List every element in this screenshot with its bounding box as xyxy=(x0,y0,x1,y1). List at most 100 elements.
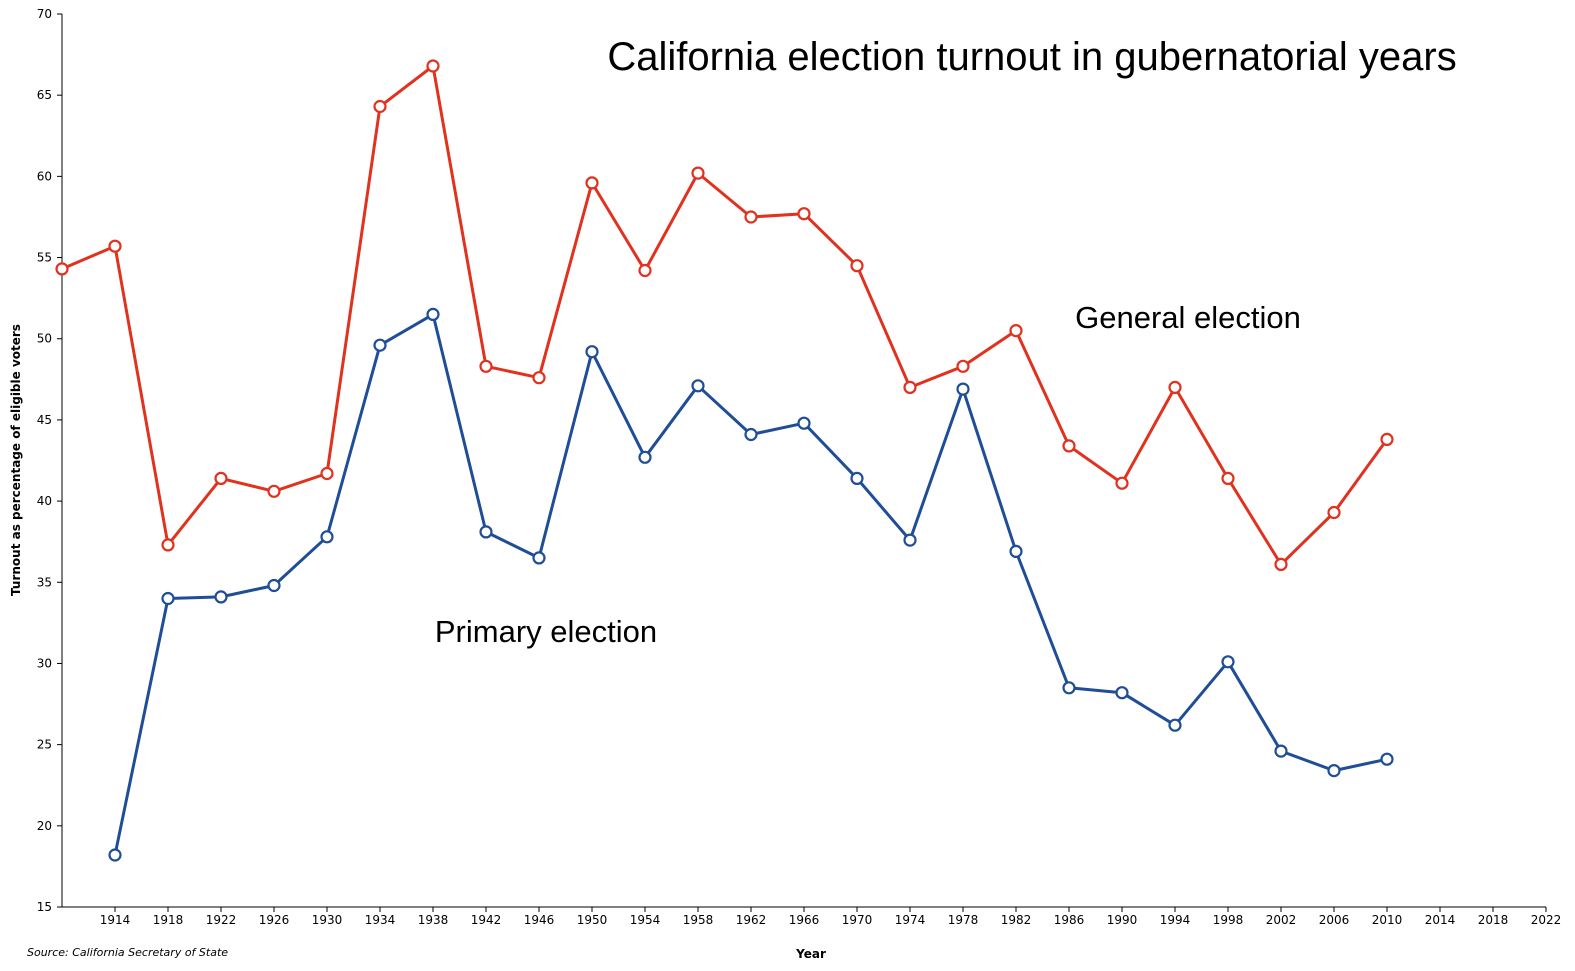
y-tick-label: 55 xyxy=(37,251,52,265)
axes xyxy=(61,14,1546,908)
y-tick-label: 45 xyxy=(37,413,52,427)
general-election-point xyxy=(532,371,546,385)
x-tick-label: 1986 xyxy=(1054,913,1085,927)
general-election-point xyxy=(797,207,811,221)
primary-election-point xyxy=(850,471,864,485)
x-tick-label: 1958 xyxy=(683,913,714,927)
primary-election-point xyxy=(638,450,652,464)
x-tick-label: 2002 xyxy=(1266,913,1297,927)
x-tick-label: 1982 xyxy=(1001,913,1032,927)
y-tick-label: 40 xyxy=(37,494,52,508)
general-election-point xyxy=(691,166,705,180)
x-tick-label: 1970 xyxy=(842,913,873,927)
general-election-point xyxy=(1380,432,1394,446)
x-tick-label: 1946 xyxy=(524,913,555,927)
general-election-point xyxy=(585,176,599,190)
x-tick-label: 1998 xyxy=(1213,913,1244,927)
primary-election-point xyxy=(320,530,334,544)
general-election-series xyxy=(55,59,1394,572)
primary-election-point xyxy=(479,525,493,539)
chart-title: California election turnout in gubernato… xyxy=(607,35,1456,79)
primary-election-point xyxy=(797,416,811,430)
y-tick-label: 25 xyxy=(37,738,52,752)
primary-election-point xyxy=(744,427,758,442)
general-election-point xyxy=(1327,505,1341,520)
y-tick-label: 15 xyxy=(37,900,52,914)
general-election-point xyxy=(1221,471,1235,485)
primary-election-point xyxy=(373,338,387,352)
general-election-point xyxy=(638,263,652,278)
general-election-point xyxy=(1062,439,1076,453)
primary-election-point xyxy=(1380,752,1394,766)
primary-election-point xyxy=(267,578,281,593)
x-tick-label: 1934 xyxy=(365,913,396,927)
primary-election-series xyxy=(108,307,1394,862)
primary-election-label: Primary election xyxy=(435,614,657,649)
y-tick-label: 60 xyxy=(37,169,52,183)
general-election-point xyxy=(1168,380,1182,394)
primary-election-point xyxy=(161,591,175,606)
x-axis-title: Year xyxy=(795,947,826,961)
primary-election-point xyxy=(426,307,440,321)
general-election-point xyxy=(1009,324,1023,338)
general-election-point xyxy=(903,380,917,394)
general-election-point xyxy=(55,262,69,276)
general-election-point xyxy=(1115,476,1129,490)
general-election-point xyxy=(214,471,228,485)
x-tick-label: 1954 xyxy=(630,913,661,927)
general-election-point xyxy=(267,484,281,498)
general-election-point xyxy=(1274,557,1288,572)
primary-election-point xyxy=(956,382,970,396)
general-election-point xyxy=(744,210,758,224)
general-election-point xyxy=(479,359,493,373)
primary-election-point xyxy=(532,551,546,565)
general-election-point xyxy=(108,239,122,253)
x-tick-label: 2014 xyxy=(1425,913,1456,927)
general-election-point xyxy=(373,99,387,114)
y-tick-label: 30 xyxy=(37,656,52,670)
primary-election-point xyxy=(1009,544,1023,559)
x-tick-label: 1914 xyxy=(100,913,131,927)
primary-election-point xyxy=(1062,681,1076,695)
primary-election-point xyxy=(1327,763,1341,778)
y-tick-label: 70 xyxy=(37,7,52,21)
y-tick-label: 65 xyxy=(37,88,52,102)
general-election-point xyxy=(956,359,970,373)
general-election-label: General election xyxy=(1075,300,1301,335)
x-tick-label: 2022 xyxy=(1531,913,1562,927)
x-tick-label: 1926 xyxy=(259,913,290,927)
general-election-point xyxy=(161,538,175,552)
x-tick-label: 2018 xyxy=(1478,913,1509,927)
x-tick-label: 1974 xyxy=(895,913,926,927)
y-tick-label: 35 xyxy=(37,575,52,589)
x-tick-label: 1990 xyxy=(1107,913,1138,927)
primary-election-point xyxy=(691,379,705,393)
general-election-point xyxy=(320,466,334,481)
primary-election-point xyxy=(1115,686,1129,700)
primary-election-point xyxy=(903,533,917,547)
general-election-line xyxy=(61,64,1389,566)
primary-election-line xyxy=(113,312,1388,856)
x-tick-label: 1978 xyxy=(948,913,979,927)
series-layer xyxy=(55,59,1394,862)
x-tick-label: 1966 xyxy=(789,913,820,927)
x-tick-label: 1962 xyxy=(736,913,767,927)
y-axis-ticks: 15 20 25 30 35 40 45 50 55 60 65 70 xyxy=(37,7,62,914)
x-tick-label: 1930 xyxy=(312,913,343,927)
primary-election-point xyxy=(585,345,599,359)
y-tick-label: 50 xyxy=(37,332,52,346)
y-axis-title: Turnout as percentage of eligible voters xyxy=(9,324,23,596)
primary-election-point xyxy=(1168,718,1182,732)
y-tick-label: 20 xyxy=(37,819,52,833)
x-tick-label: 1994 xyxy=(1160,913,1191,927)
x-tick-label: 1950 xyxy=(577,913,608,927)
primary-election-point xyxy=(108,848,122,862)
x-tick-label: 1942 xyxy=(471,913,502,927)
source-note: Source: California Secretary of State xyxy=(27,946,228,959)
primary-election-point xyxy=(214,590,228,604)
general-election-point xyxy=(426,59,440,73)
x-axis-ticks: 1914 1918 1922 1926 1930 1934 1938 1942 1946 1950… xyxy=(100,907,1562,927)
x-tick-label: 2006 xyxy=(1319,913,1350,927)
x-tick-label: 1918 xyxy=(153,913,184,927)
